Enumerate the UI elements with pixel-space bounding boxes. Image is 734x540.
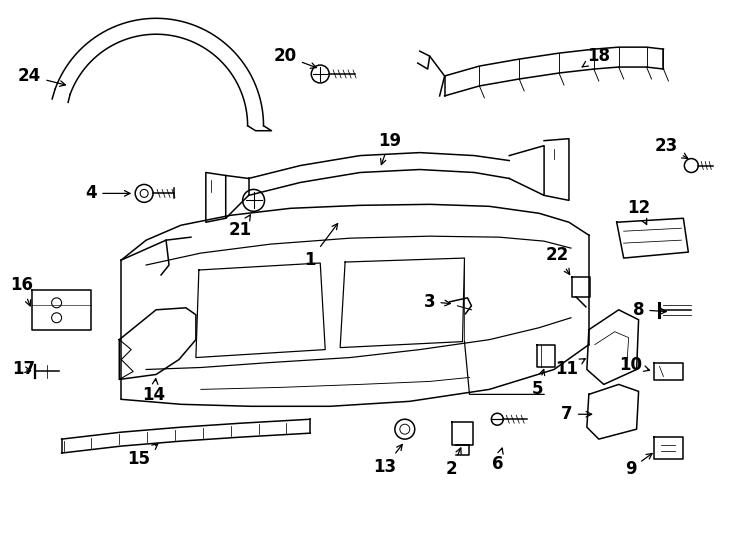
Text: 2: 2 xyxy=(446,448,461,478)
Text: 10: 10 xyxy=(619,355,650,374)
Text: 15: 15 xyxy=(128,444,158,468)
Text: 21: 21 xyxy=(229,215,252,239)
Text: 5: 5 xyxy=(531,369,545,399)
Text: 23: 23 xyxy=(655,137,688,158)
Text: 3: 3 xyxy=(424,293,451,311)
Text: 7: 7 xyxy=(562,405,592,423)
Text: 12: 12 xyxy=(627,199,650,225)
Text: 9: 9 xyxy=(625,454,652,478)
Text: 18: 18 xyxy=(582,47,610,67)
Text: 22: 22 xyxy=(545,246,570,274)
Text: 13: 13 xyxy=(374,444,402,476)
Text: 24: 24 xyxy=(18,67,65,86)
Text: 16: 16 xyxy=(10,276,33,306)
Text: 17: 17 xyxy=(12,361,35,379)
Text: 11: 11 xyxy=(556,359,585,379)
Text: 8: 8 xyxy=(633,301,666,319)
Text: 14: 14 xyxy=(142,379,166,404)
Text: 6: 6 xyxy=(492,448,504,473)
Text: 4: 4 xyxy=(86,184,130,202)
Text: 1: 1 xyxy=(305,224,338,269)
Text: 20: 20 xyxy=(274,47,316,68)
Text: 19: 19 xyxy=(378,132,401,165)
